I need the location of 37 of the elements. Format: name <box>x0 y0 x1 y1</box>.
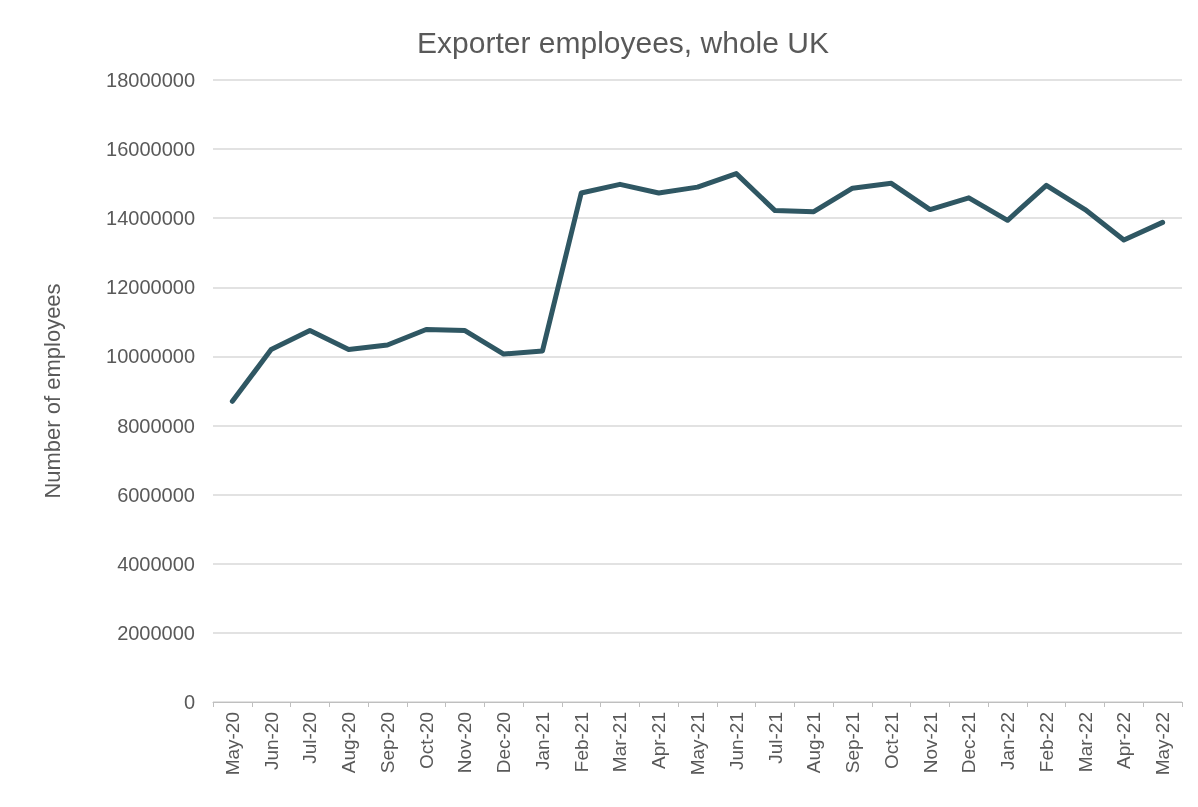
x-tick-label: Nov-20 <box>454 712 476 774</box>
y-tick-label: 6000000 <box>117 483 195 506</box>
x-tick-label: Jun-20 <box>260 712 282 771</box>
x-tick-label: Mar-21 <box>609 712 631 773</box>
x-tick-label: Jul-20 <box>299 712 321 764</box>
x-tick-label: Sep-21 <box>842 712 864 774</box>
x-tick-label: Dec-20 <box>493 712 515 774</box>
x-tick-label: May-22 <box>1152 712 1174 776</box>
y-tick-label: 4000000 <box>117 552 195 575</box>
y-tick-label: 0 <box>183 691 195 713</box>
x-tick-label: Aug-21 <box>803 712 825 774</box>
x-tick-label: Jul-21 <box>764 712 786 764</box>
x-tick-label: Sep-20 <box>376 712 398 774</box>
x-tick-label: Mar-22 <box>1074 712 1096 773</box>
x-tick-label: May-21 <box>687 712 708 776</box>
y-tick-label: 18000000 <box>106 69 195 91</box>
x-tick-label: Apr-22 <box>1113 712 1135 770</box>
y-axis-title: Number of employees <box>39 283 65 499</box>
x-tick-label: Jan-22 <box>997 712 1019 771</box>
x-tick-label: Aug-20 <box>338 712 360 774</box>
y-tick-label: 16000000 <box>106 138 195 161</box>
x-tick-label: Jan-21 <box>531 712 553 771</box>
x-tick-label: Feb-21 <box>570 712 592 773</box>
x-tick-label: Jun-21 <box>725 712 747 771</box>
y-tick-label: 8000000 <box>117 414 195 437</box>
x-tick-label: Feb-22 <box>1035 712 1057 773</box>
x-tick-label: Oct-21 <box>880 712 902 770</box>
x-tick-label: Dec-21 <box>958 712 980 774</box>
y-tick-label: 2000000 <box>117 621 195 644</box>
y-tick-label: 12000000 <box>106 276 195 299</box>
chart-title: Exporter employees, whole UK <box>417 25 829 59</box>
x-tick-label: Oct-20 <box>415 712 437 770</box>
y-tick-label: 14000000 <box>106 207 195 230</box>
x-tick-label: Nov-21 <box>919 712 941 774</box>
x-tick-label: Apr-21 <box>648 712 670 770</box>
y-tick-label: 10000000 <box>106 345 195 368</box>
x-tick-label: May-20 <box>221 712 243 776</box>
